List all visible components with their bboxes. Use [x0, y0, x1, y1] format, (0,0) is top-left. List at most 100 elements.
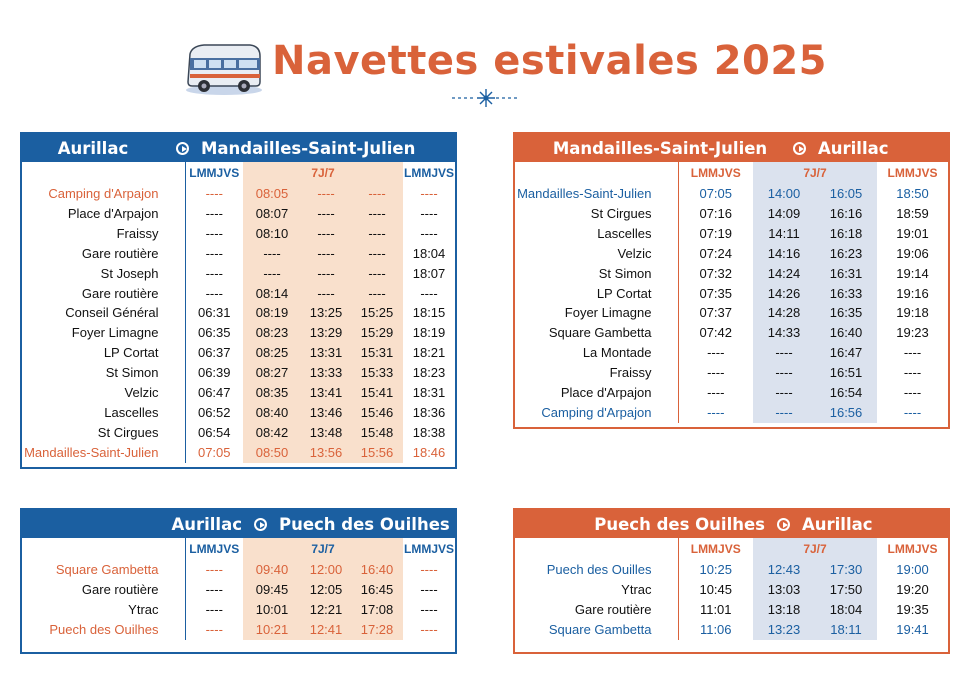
- schedule-table: LMMJVS 7J/7 LMMJVS Camping d'Arpajon ----…: [22, 162, 455, 463]
- time-cell: 08:50: [243, 442, 301, 463]
- time-cell: 13:56: [301, 442, 351, 463]
- table-row: Puech des Ouilhes ---- 10:21 12:41 17:28 ----: [22, 619, 455, 640]
- panel-puech-aurillac: Puech des Ouilhes Aurillac LMMJVS 7J/7 L…: [513, 508, 950, 654]
- stop-name: Gare routière: [574, 601, 652, 617]
- time-cell: 07:42: [677, 323, 753, 344]
- panel-header: Mandailles-Saint-Julien Aurillac: [515, 134, 948, 162]
- time-cell: 19:01: [896, 225, 929, 241]
- route-from: Aurillac: [171, 514, 242, 534]
- time-cell: 15:56: [351, 442, 404, 463]
- time-cell: 07:19: [677, 223, 753, 244]
- time-cell: ----: [184, 283, 243, 304]
- time-cell: ----: [753, 402, 815, 423]
- time-cell: ----: [301, 283, 351, 304]
- direction-arrow-icon: [176, 141, 189, 155]
- time-cell: ----: [184, 599, 243, 620]
- time-cell: 18:38: [412, 424, 446, 440]
- time-cell: 16:40: [351, 560, 404, 580]
- time-cell: 14:00: [753, 184, 815, 204]
- table-row: Camping d'Arpajon ---- ---- 16:56 ----: [515, 402, 948, 423]
- time-cell: ----: [301, 223, 351, 244]
- stop-name: St Joseph: [100, 265, 159, 281]
- col-header: 7J/7: [243, 538, 404, 560]
- col-header: 7J/7: [753, 162, 878, 184]
- time-cell: 17:50: [815, 579, 878, 600]
- stop-name: Conseil Général: [65, 305, 159, 321]
- time-cell: 14:26: [753, 283, 815, 304]
- time-cell: 13:23: [753, 619, 815, 640]
- time-cell: 06:39: [184, 363, 243, 384]
- time-cell: ----: [243, 263, 301, 284]
- time-cell: ----: [243, 243, 301, 264]
- stop-name: Puech des Ouilles: [546, 562, 652, 577]
- panel-header: Aurillac Mandailles-Saint-Julien: [22, 134, 455, 162]
- time-cell: 08:27: [243, 363, 301, 384]
- time-cell: 15:48: [351, 422, 404, 443]
- time-cell: 18:07: [412, 265, 446, 281]
- time-cell: 06:37: [184, 343, 243, 364]
- time-cell: 18:50: [896, 186, 929, 201]
- time-cell: 08:10: [243, 223, 301, 244]
- route-from: Aurillac: [57, 138, 129, 158]
- time-cell: 12:05: [301, 579, 351, 600]
- time-cell: 08:14: [243, 283, 301, 304]
- time-cell: 15:46: [351, 402, 404, 423]
- route-to: Aurillac: [818, 138, 889, 158]
- time-cell: ----: [420, 205, 438, 221]
- time-cell: 07:37: [677, 303, 753, 324]
- col-header: LMMJVS: [404, 542, 455, 556]
- table-row: Ytrac ---- 10:01 12:21 17:08 ----: [22, 599, 455, 620]
- time-cell: 06:35: [184, 323, 243, 344]
- table-row: St Simon 06:39 08:27 13:33 15:33 18:23: [22, 363, 455, 384]
- time-cell: 18:04: [815, 599, 878, 620]
- col-header: LMMJVS: [184, 162, 243, 184]
- time-cell: 16:35: [815, 303, 878, 324]
- table-row: Puech des Ouilles 10:25 12:43 17:30 19:00: [515, 560, 948, 580]
- time-cell: ----: [420, 225, 438, 241]
- time-cell: 06:54: [184, 422, 243, 443]
- stop-name: Puech des Ouilhes: [49, 621, 159, 637]
- table-row: Velzic 07:24 14:16 16:23 19:06: [515, 243, 948, 264]
- time-cell: 16:33: [815, 283, 878, 304]
- time-cell: ----: [420, 621, 438, 637]
- time-cell: 16:23: [815, 243, 878, 264]
- time-cell: 19:35: [896, 601, 929, 617]
- time-cell: ----: [420, 601, 438, 617]
- time-cell: 12:00: [301, 560, 351, 580]
- stop-name: Gare routière: [81, 285, 159, 301]
- table-row: Place d'Arpajon ---- ---- 16:54 ----: [515, 383, 948, 403]
- table-row: Square Gambetta 07:42 14:33 16:40 19:23: [515, 323, 948, 344]
- time-cell: ----: [677, 402, 753, 423]
- time-cell: 16:45: [351, 579, 404, 600]
- time-cell: ----: [677, 383, 753, 403]
- time-cell: 16:51: [815, 363, 878, 384]
- schedule-table: LMMJVS 7J/7 LMMJVS Mandailles-Saint-Juli…: [515, 162, 948, 423]
- time-cell: 19:06: [896, 245, 929, 261]
- table-row: St Joseph ---- ---- ---- ---- 18:07: [22, 263, 455, 284]
- stop-name: Ytrac: [128, 601, 159, 617]
- stop-name: Lascelles: [104, 404, 159, 420]
- table-row: LP Cortat 07:35 14:26 16:33 19:16: [515, 283, 948, 304]
- time-cell: 13:25: [301, 303, 351, 324]
- col-header: 7J/7: [243, 162, 404, 184]
- time-cell: 18:19: [412, 325, 446, 341]
- table-row: Ytrac 10:45 13:03 17:50 19:20: [515, 579, 948, 600]
- time-cell: 08:42: [243, 422, 301, 443]
- time-cell: 15:31: [351, 343, 404, 364]
- time-cell: 19:16: [896, 285, 929, 301]
- time-cell: 14:09: [753, 203, 815, 224]
- time-cell: ----: [351, 203, 404, 224]
- time-cell: 08:07: [243, 203, 301, 224]
- panel-aurillac-mandailles: Aurillac Mandailles-Saint-Julien LMMJVS …: [20, 132, 457, 469]
- table-row: Fraissy ---- ---- 16:51 ----: [515, 363, 948, 384]
- time-cell: ----: [301, 263, 351, 284]
- table-row: Lascelles 06:52 08:40 13:46 15:46 18:36: [22, 402, 455, 423]
- stop-name: Ytrac: [621, 581, 652, 597]
- time-cell: 13:46: [301, 402, 351, 423]
- time-cell: 06:52: [184, 402, 243, 423]
- time-cell: 18:21: [412, 345, 446, 361]
- time-cell: ----: [677, 363, 753, 384]
- table-row: St Cirgues 07:16 14:09 16:16 18:59: [515, 203, 948, 224]
- time-cell: 14:11: [753, 223, 815, 244]
- table-row: Gare routière 11:01 13:18 18:04 19:35: [515, 599, 948, 620]
